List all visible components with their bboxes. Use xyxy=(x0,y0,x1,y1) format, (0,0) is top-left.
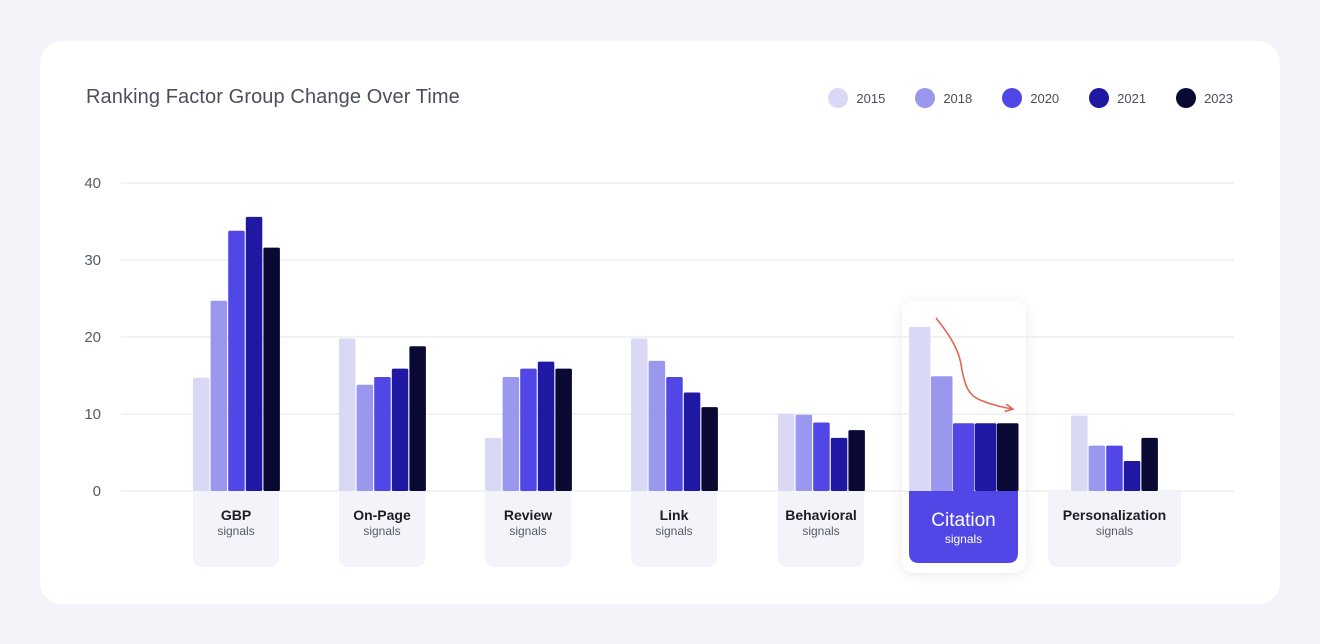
bar-behavioral-2020 xyxy=(813,422,830,491)
bar-review-2021 xyxy=(537,361,555,491)
y-tick-label: 20 xyxy=(84,329,101,346)
category-label: Review xyxy=(504,507,552,523)
legend-label: 2023 xyxy=(1204,90,1233,106)
category-label: Behavioral xyxy=(785,507,857,523)
bar-personalization-2023 xyxy=(1141,437,1158,491)
bar-personalization-2020 xyxy=(1106,445,1123,491)
category-sublabel: signals xyxy=(1096,524,1133,538)
bar-review-2018 xyxy=(502,377,520,491)
chart-legend: 2015 2018 2020 2021 2023 xyxy=(828,88,1233,108)
legend-swatch xyxy=(1002,88,1023,108)
legend-item-2021: 2021 xyxy=(1089,88,1146,108)
category-label: On-Page xyxy=(353,507,411,523)
legend-item-2015: 2015 xyxy=(828,88,885,108)
bar-personalization-2021 xyxy=(1123,460,1141,491)
trend-arrow xyxy=(935,317,1012,409)
category-label: Citation xyxy=(931,510,995,531)
category-label: GBP xyxy=(221,507,251,523)
bar-citation-2020 xyxy=(953,423,975,491)
bar-behavioral-2018 xyxy=(795,414,813,491)
y-tick-label: 10 xyxy=(84,406,101,423)
bar-citation-2021 xyxy=(975,423,997,491)
legend-swatch xyxy=(915,88,936,108)
bar-link-2015 xyxy=(631,338,648,491)
bar-gbp-2015 xyxy=(193,377,210,491)
category-label-box xyxy=(485,491,571,567)
bar-citation-2018 xyxy=(931,376,953,491)
bar-on-page-2018 xyxy=(356,384,374,491)
bar-on-page-2020 xyxy=(374,377,391,491)
category-label-box-highlight xyxy=(909,491,1018,563)
bar-link-2021 xyxy=(683,392,701,491)
legend-swatch xyxy=(828,88,849,108)
bar-review-2020 xyxy=(520,368,537,491)
category-sublabel: signals xyxy=(945,532,982,546)
category-label-box xyxy=(193,491,279,567)
chart-title: Ranking Factor Group Change Over Time xyxy=(86,86,460,108)
category-label-box xyxy=(1048,491,1181,567)
legend-item-2018: 2018 xyxy=(915,88,972,108)
bar-on-page-2023 xyxy=(409,346,426,491)
y-tick-label: 30 xyxy=(84,252,101,269)
bar-link-2018 xyxy=(648,360,666,491)
bar-personalization-2018 xyxy=(1088,445,1106,491)
bar-citation-2015 xyxy=(909,326,931,491)
y-tick-label: 0 xyxy=(93,483,101,500)
bar-citation-2023 xyxy=(997,423,1019,491)
bar-gbp-2023 xyxy=(263,247,280,491)
bar-behavioral-2015 xyxy=(778,414,795,491)
category-label: Link xyxy=(660,507,689,523)
legend-label: 2021 xyxy=(1117,90,1147,106)
bar-gbp-2018 xyxy=(210,300,228,491)
category-sublabel: signals xyxy=(802,524,839,538)
bar-review-2015 xyxy=(485,437,502,491)
category-sublabel: signals xyxy=(655,524,692,538)
bar-behavioral-2021 xyxy=(830,437,848,491)
bar-on-page-2021 xyxy=(391,368,409,491)
legend-label: 2018 xyxy=(943,90,973,106)
legend-item-2020: 2020 xyxy=(1002,88,1059,108)
legend-item-2023: 2023 xyxy=(1176,88,1233,108)
category-label-box xyxy=(631,491,717,567)
category-label-box xyxy=(339,491,425,567)
category-label-box xyxy=(778,491,864,567)
bar-gbp-2021 xyxy=(245,216,263,491)
bar-review-2023 xyxy=(555,368,572,491)
bar-gbp-2020 xyxy=(228,230,245,492)
legend-label: 2015 xyxy=(856,90,886,106)
category-label: Personalization xyxy=(1063,507,1166,523)
category-sublabel: signals xyxy=(509,524,546,538)
category-sublabel: signals xyxy=(363,524,400,538)
category-sublabel: signals xyxy=(217,524,254,538)
legend-swatch xyxy=(1089,88,1110,108)
legend-label: 2020 xyxy=(1030,90,1060,106)
bar-link-2020 xyxy=(666,377,683,491)
bar-on-page-2015 xyxy=(339,338,356,491)
bar-behavioral-2023 xyxy=(848,430,865,491)
y-tick-label: 40 xyxy=(84,175,101,192)
bar-link-2023 xyxy=(701,407,718,491)
legend-swatch xyxy=(1176,88,1197,108)
bar-personalization-2015 xyxy=(1071,415,1088,491)
